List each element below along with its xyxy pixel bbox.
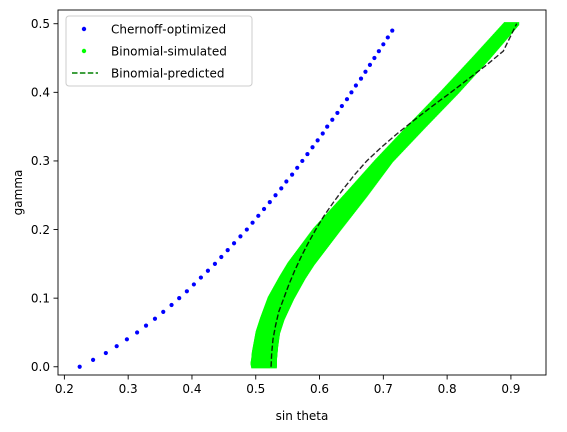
series-binomial-simulated <box>250 22 520 369</box>
chernoff-point <box>295 165 300 170</box>
plot-area <box>77 22 520 369</box>
chernoff-point <box>344 97 350 102</box>
y-axis-label: gamma <box>11 170 25 216</box>
y-tick-label: 0.5 <box>31 17 50 31</box>
y-tick-label: 0.1 <box>31 291 50 305</box>
chernoff-point <box>353 83 359 88</box>
chernoff-point <box>381 42 386 47</box>
chernoff-point <box>339 103 344 109</box>
y-tick-label: 0.0 <box>31 360 50 374</box>
chernoff-point <box>177 296 182 301</box>
x-tick-label: 0.3 <box>119 382 138 396</box>
legend-label: Chernoff-optimized <box>111 22 226 36</box>
chernoff-point <box>305 151 310 157</box>
chernoff-point <box>238 234 243 239</box>
chernoff-point <box>90 357 96 363</box>
chernoff-point <box>143 323 149 328</box>
legend-marker-simulated <box>81 48 87 54</box>
chernoff-point <box>290 172 295 177</box>
chernoff-point <box>135 330 140 335</box>
chernoff-point <box>169 302 174 308</box>
chernoff-point <box>349 90 354 95</box>
chernoff-point <box>124 337 129 342</box>
chernoff-point <box>367 62 373 67</box>
y-tick-label: 0.3 <box>31 154 50 168</box>
x-axis-label: sin theta <box>276 409 329 423</box>
chernoff-point <box>358 76 364 81</box>
axes: 0.2 0.3 0.4 0.5 0.6 0.7 0.8 0.9 0.0 0.1 0.2 0.3 0.4 0… <box>31 9 547 396</box>
chernoff-point <box>273 193 278 198</box>
chernoff-point <box>256 213 261 218</box>
chernoff-point <box>300 158 305 164</box>
chernoff-point <box>385 35 390 40</box>
chernoff-point <box>284 179 289 184</box>
axes-frame <box>57 9 547 376</box>
x-tick-label: 0.6 <box>310 382 329 396</box>
chernoff-point <box>330 117 335 122</box>
chernoff-point <box>184 289 189 294</box>
chernoff-point <box>250 220 255 225</box>
chernoff-point <box>225 248 230 253</box>
chernoff-point <box>267 200 272 205</box>
chernoff-point <box>231 241 237 246</box>
chernoff-point <box>261 206 267 212</box>
chernoff-point <box>212 261 218 266</box>
series-chernoff-optimized <box>77 28 395 369</box>
legend-marker-chernoff <box>81 26 87 32</box>
x-tick-label: 0.5 <box>246 382 265 396</box>
chernoff-point <box>103 350 108 356</box>
y-tick-label: 0.2 <box>31 223 50 237</box>
chernoff-point <box>376 49 381 54</box>
chernoff-point <box>161 309 166 314</box>
x-tick-label: 0.2 <box>55 382 74 396</box>
x-tick-label: 0.9 <box>501 382 520 396</box>
chernoff-point <box>390 28 395 33</box>
chernoff-point <box>219 254 224 260</box>
y-tick-label: 0.4 <box>31 86 50 100</box>
chernoff-point <box>363 69 368 74</box>
chernoff-point <box>198 275 203 280</box>
chernoff-point <box>279 186 284 191</box>
legend-label: Binomial-simulated <box>111 44 227 58</box>
chernoff-point <box>315 138 320 143</box>
chernoff-point <box>205 268 211 273</box>
x-tick-label: 0.4 <box>182 382 201 396</box>
chernoff-point <box>325 124 330 129</box>
chernoff-point <box>372 55 377 61</box>
x-tick-label: 0.7 <box>374 382 393 396</box>
x-tick-label: 0.8 <box>438 382 457 396</box>
chernoff-point <box>310 145 315 150</box>
simulated-point <box>503 22 520 26</box>
chernoff-point <box>320 131 325 136</box>
predicted-line <box>270 23 518 367</box>
plot-inner <box>77 22 520 369</box>
chernoff-point <box>77 364 82 369</box>
chernoff-point <box>114 344 119 349</box>
legend-box <box>65 15 253 87</box>
chernoff-point <box>244 227 249 232</box>
chernoff-point <box>335 110 340 116</box>
legend: Chernoff-optimized Binomial-simulated Bino… <box>65 15 253 87</box>
chernoff-point <box>152 316 158 321</box>
chernoff-point <box>191 282 196 287</box>
legend-label: Binomial-predicted <box>111 66 224 80</box>
